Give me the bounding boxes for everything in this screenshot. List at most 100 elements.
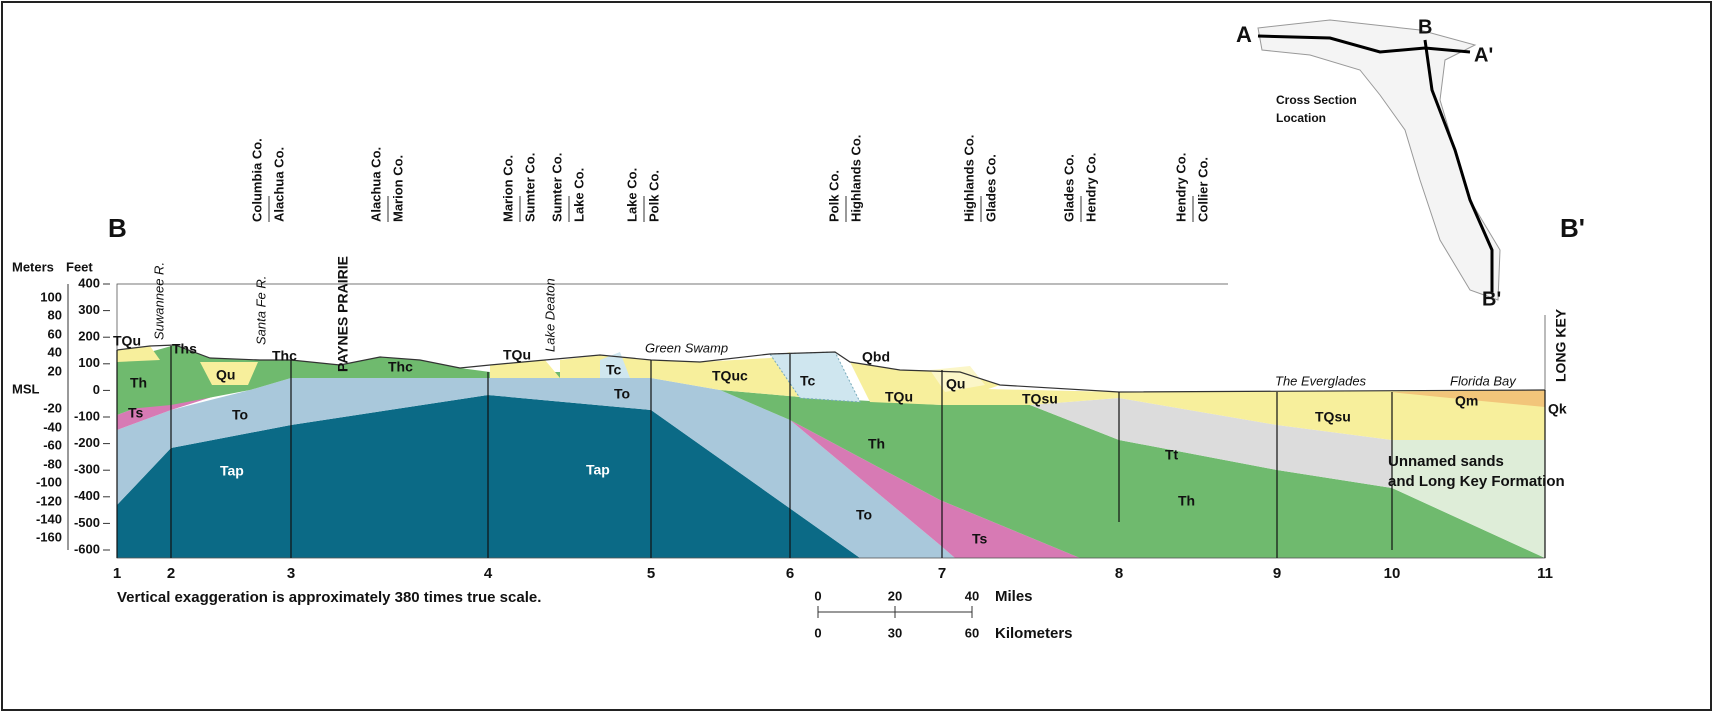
unit-label: TQuc <box>712 368 748 384</box>
caption: Vertical exaggeration is approximately 3… <box>117 589 541 606</box>
well-number: 7 <box>938 565 946 582</box>
layer-tt <box>1030 398 1392 488</box>
unit-label: Qbd <box>862 349 890 365</box>
county-label: Alachua Co. <box>271 147 286 222</box>
county-label: Highlands Co. <box>848 135 863 222</box>
county-label: Sumter Co. <box>522 153 537 222</box>
county-label: Sumter Co. <box>549 153 564 222</box>
county-label: Highlands Co. <box>961 135 976 222</box>
meters-tick-label: -100 <box>36 474 62 489</box>
feet-tick-label: -200 <box>74 435 100 450</box>
unit-label: Qk <box>1548 401 1567 417</box>
layer-qm <box>1390 390 1545 407</box>
line-b <box>1423 39 1494 292</box>
meters-tick-label: 40 <box>48 344 62 359</box>
feet-tick-label: 400 <box>78 275 100 290</box>
meters-tick-label: -80 <box>43 456 62 471</box>
place-label: The Everglades <box>1275 373 1367 388</box>
unit-label: Th <box>868 436 885 452</box>
surface-line <box>116 344 1546 393</box>
county-label: Alachua Co. <box>368 147 383 222</box>
layer-tqu <box>490 360 560 378</box>
feet-tick-label: 0 <box>93 382 100 397</box>
place-label: Green Swamp <box>645 340 728 355</box>
feature-label: Santa Fe R. <box>253 276 268 345</box>
well-number: 6 <box>786 565 794 582</box>
section-start: B <box>108 213 127 243</box>
inset-label: B' <box>1482 288 1501 310</box>
inset-map <box>1228 10 1568 315</box>
place-label: Florida Bay <box>1450 373 1517 388</box>
feet-tick-label: -600 <box>74 541 100 556</box>
meters-tick-label: 80 <box>48 307 62 322</box>
well-number: 3 <box>287 565 295 582</box>
unit-label: Qu <box>216 367 235 383</box>
meters-title: Meters <box>12 259 54 274</box>
meters-tick-label: -20 <box>43 400 62 415</box>
unit-label: Thc <box>272 348 297 364</box>
meters-tick-label: -160 <box>36 529 62 544</box>
scale-label: 0 <box>814 625 821 640</box>
scale-label: 40 <box>965 588 979 603</box>
unit-label: Tt <box>1165 447 1179 463</box>
county-label: Marion Co. <box>500 155 515 222</box>
inset-title: Location <box>1276 111 1326 125</box>
county-label: Hendry Co. <box>1173 153 1188 222</box>
unit-label: TQsu <box>1315 409 1351 425</box>
unit-label: TQu <box>503 347 531 363</box>
unit-label: To <box>232 407 248 423</box>
unit-label: Ts <box>972 531 988 547</box>
layer-th <box>720 390 1545 558</box>
unit-label: Tap <box>586 462 610 478</box>
scale-label: 30 <box>888 625 902 640</box>
well-number: 4 <box>484 565 493 582</box>
layer-qu <box>200 362 258 385</box>
well-number: 2 <box>167 565 175 582</box>
meters-tick-label: 20 <box>48 363 62 378</box>
feature-label: LONG KEY <box>1553 308 1569 382</box>
unit-label: Ts <box>128 405 144 421</box>
inset-label: A' <box>1474 44 1493 66</box>
layer-to <box>117 378 955 558</box>
county-label: Marion Co. <box>390 155 405 222</box>
county-label: Polk Co. <box>826 170 841 222</box>
unit-label: Thc <box>388 359 413 375</box>
meters-tick-label: -40 <box>43 419 62 434</box>
feet-tick-label: 300 <box>78 302 100 317</box>
unit-label: Unnamed sands <box>1388 453 1504 470</box>
well-number: 1 <box>113 565 121 582</box>
feet-tick-label: 200 <box>78 329 100 344</box>
layer-ts <box>790 420 1080 558</box>
scale-label: 20 <box>888 588 902 603</box>
well-number: 10 <box>1384 565 1401 582</box>
county-label: Collier Co. <box>1195 157 1210 222</box>
layer-tqsu <box>942 388 1545 440</box>
county-label: Glades Co. <box>1061 154 1076 222</box>
county-label: Columbia Co. <box>249 138 264 222</box>
inset-label: A <box>1236 22 1252 47</box>
county-label: Polk Co. <box>646 170 661 222</box>
unit-label: Qu <box>946 376 965 392</box>
meters-tick-label: -140 <box>36 511 62 526</box>
feet-tick-label: -400 <box>74 488 100 503</box>
unit-label: Th <box>1178 493 1195 509</box>
county-label: Glades Co. <box>983 154 998 222</box>
layer-tqu <box>850 362 1000 405</box>
well-number: 9 <box>1273 565 1281 582</box>
layer-qu <box>930 366 985 392</box>
line-a <box>1257 34 1471 54</box>
layer-tc <box>769 351 861 403</box>
well-number: 8 <box>1115 565 1123 582</box>
unit-label: and Long Key Formation <box>1388 473 1565 490</box>
unit-label: Th <box>130 375 147 391</box>
feet-tick-label: -300 <box>74 462 100 477</box>
scale-label: 60 <box>965 625 979 640</box>
layer-tc <box>600 352 630 378</box>
msl-label: MSL <box>12 381 40 396</box>
layer-tqu <box>117 346 160 362</box>
layer-unnamed <box>1392 440 1545 558</box>
feature-label: PAYNES PRAIRIE <box>335 256 351 372</box>
unit-label: TQu <box>113 333 141 349</box>
